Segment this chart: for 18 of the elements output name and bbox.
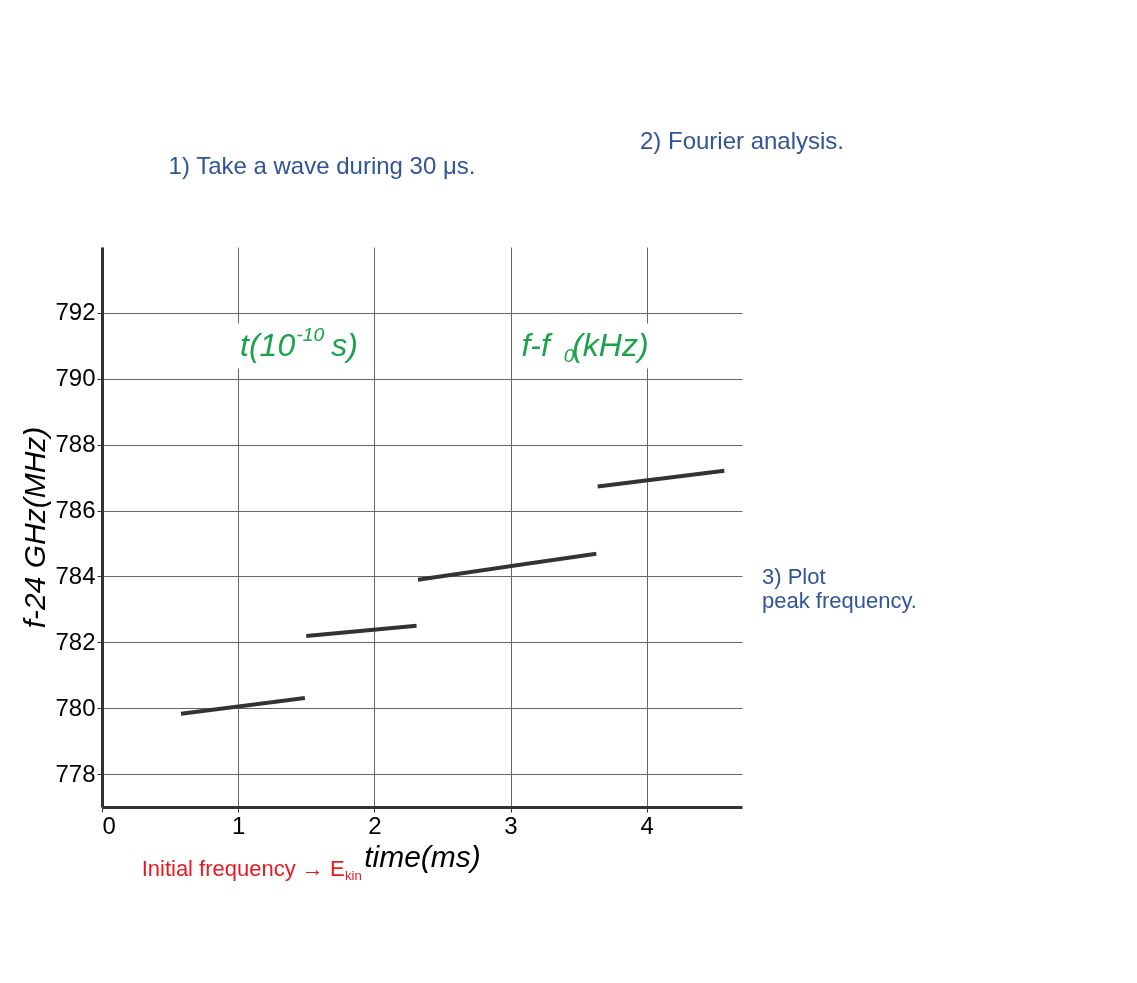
- text: 2) Fourier analysis.: [639, 127, 845, 154]
- y-tick-label: 782: [55, 627, 96, 655]
- x-tick-label: 0: [102, 811, 116, 839]
- y-tick-label: 792: [55, 298, 96, 326]
- x-tick-label: 2: [368, 811, 382, 839]
- y-tick-label: 786: [55, 496, 96, 524]
- x-axis-title: time(ms): [364, 839, 481, 873]
- text: 1) Take a wave during 30 μs.: [168, 152, 476, 179]
- text: 3) Plot peak frequency.: [762, 564, 917, 613]
- y-tick-label: 788: [55, 430, 96, 458]
- y-tick-label: 780: [55, 693, 96, 721]
- x-tick-label: 3: [504, 811, 518, 839]
- y-tick-label: 784: [55, 561, 96, 589]
- x-tick-label: 4: [640, 811, 654, 839]
- x-tick-label: 1: [231, 811, 246, 839]
- y-tick-label: 790: [55, 364, 96, 392]
- y-tick-label: 778: [55, 759, 96, 787]
- y-axis-title: f-24 GHz(MHz): [18, 426, 52, 629]
